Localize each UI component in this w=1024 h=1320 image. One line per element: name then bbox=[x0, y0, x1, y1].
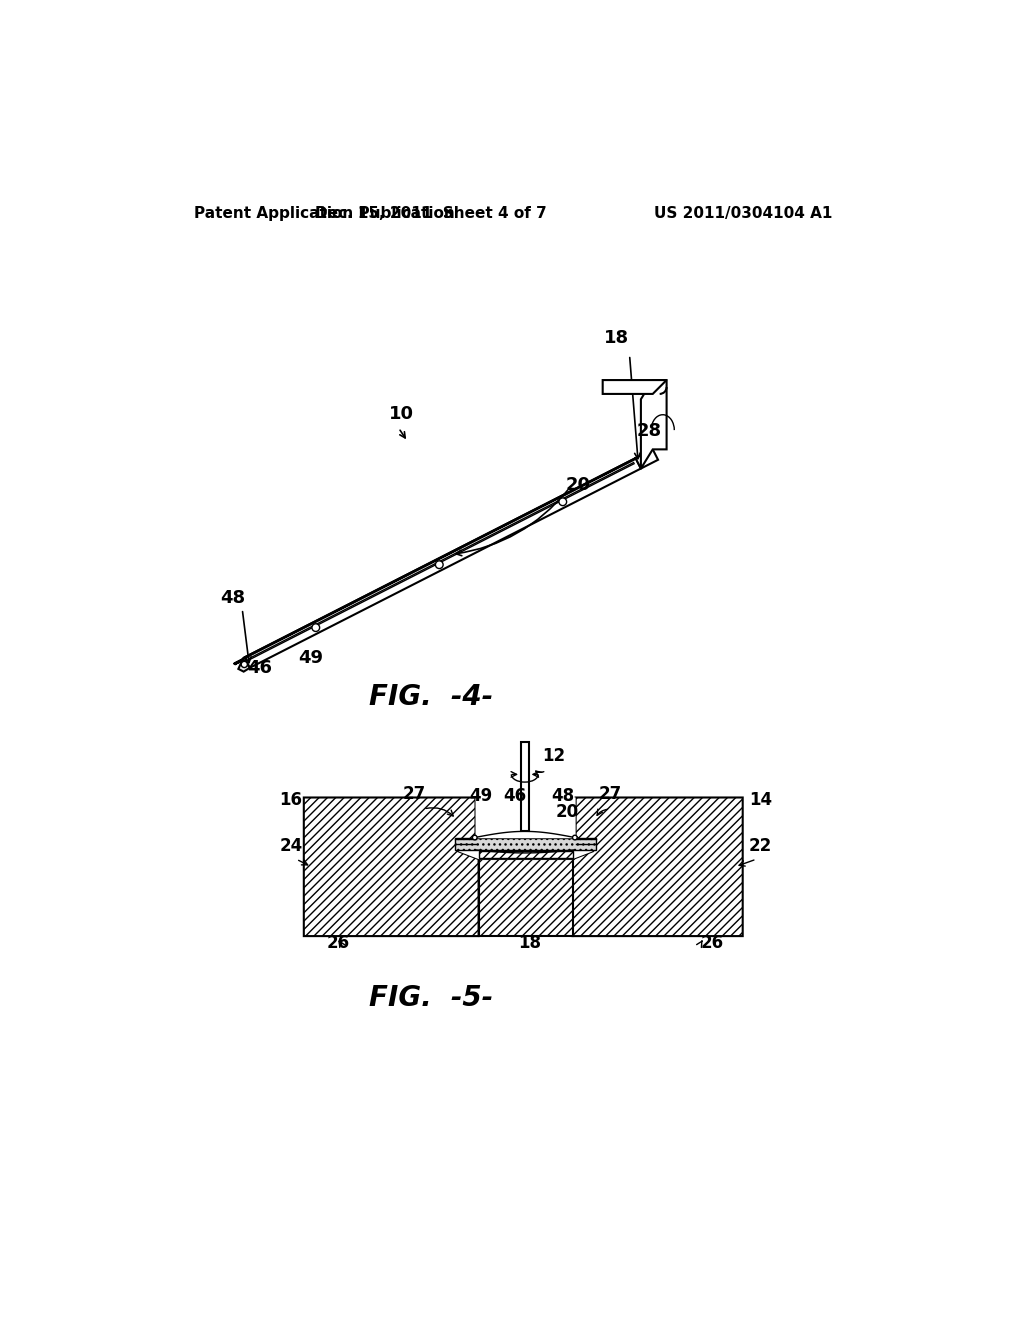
Polygon shape bbox=[459, 797, 593, 859]
Text: 48: 48 bbox=[220, 590, 246, 607]
Text: 12: 12 bbox=[542, 747, 565, 764]
Text: 46: 46 bbox=[503, 787, 526, 805]
Polygon shape bbox=[475, 832, 574, 837]
Polygon shape bbox=[304, 797, 478, 936]
Text: 22: 22 bbox=[749, 837, 772, 855]
Text: 18: 18 bbox=[518, 933, 542, 952]
Circle shape bbox=[559, 498, 566, 506]
Text: 48: 48 bbox=[552, 787, 574, 805]
Circle shape bbox=[242, 661, 248, 668]
Circle shape bbox=[572, 836, 578, 840]
Polygon shape bbox=[603, 380, 667, 393]
Text: 49: 49 bbox=[298, 648, 324, 667]
Text: 26: 26 bbox=[327, 933, 350, 952]
Polygon shape bbox=[455, 837, 596, 850]
Circle shape bbox=[312, 624, 319, 631]
Polygon shape bbox=[243, 458, 636, 659]
Polygon shape bbox=[245, 458, 641, 668]
Text: FIG.  -4-: FIG. -4- bbox=[369, 684, 493, 711]
Text: US 2011/0304104 A1: US 2011/0304104 A1 bbox=[654, 206, 833, 222]
Text: 49: 49 bbox=[469, 787, 493, 805]
Polygon shape bbox=[234, 660, 244, 665]
Polygon shape bbox=[641, 380, 667, 469]
Text: 28: 28 bbox=[637, 421, 662, 440]
Text: Dec. 15, 2011  Sheet 4 of 7: Dec. 15, 2011 Sheet 4 of 7 bbox=[315, 206, 547, 222]
Text: 24: 24 bbox=[280, 837, 302, 855]
Text: 26: 26 bbox=[700, 933, 724, 952]
Polygon shape bbox=[521, 742, 528, 832]
Text: 10: 10 bbox=[388, 405, 414, 422]
Text: 46: 46 bbox=[248, 659, 272, 677]
Polygon shape bbox=[478, 859, 572, 936]
Polygon shape bbox=[239, 659, 250, 672]
Text: 20: 20 bbox=[556, 803, 579, 821]
Circle shape bbox=[435, 561, 443, 569]
Text: 16: 16 bbox=[280, 791, 302, 809]
Text: 27: 27 bbox=[599, 785, 622, 803]
Text: 14: 14 bbox=[749, 791, 772, 809]
Circle shape bbox=[472, 836, 477, 840]
Polygon shape bbox=[478, 851, 572, 858]
Text: 20: 20 bbox=[565, 475, 591, 494]
Text: FIG.  -5-: FIG. -5- bbox=[369, 983, 493, 1011]
Polygon shape bbox=[572, 797, 742, 936]
Text: 18: 18 bbox=[604, 329, 629, 347]
Text: Patent Application Publication: Patent Application Publication bbox=[194, 206, 455, 222]
Polygon shape bbox=[233, 659, 243, 664]
Text: 27: 27 bbox=[402, 785, 426, 803]
Polygon shape bbox=[636, 449, 658, 469]
